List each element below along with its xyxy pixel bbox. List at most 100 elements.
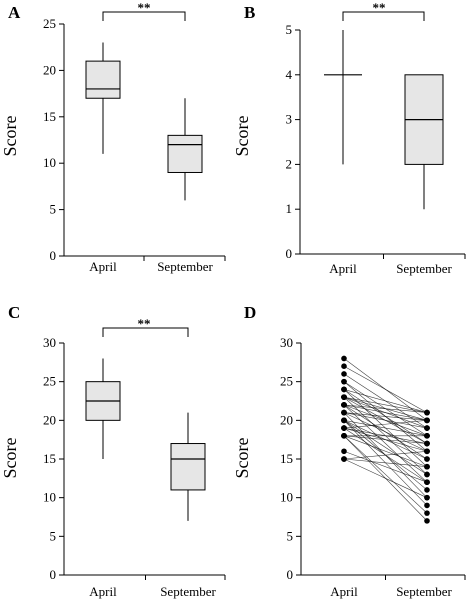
point-september	[424, 479, 430, 486]
point-september	[424, 463, 430, 470]
point-september	[424, 433, 430, 439]
y-tick-label-c: 10	[43, 490, 56, 505]
point-april	[341, 363, 347, 370]
pair-line	[343, 458, 428, 498]
pair-line	[343, 435, 428, 514]
point-april	[341, 456, 347, 462]
y-tick-label-c: 30	[43, 335, 56, 350]
panel-a: A Score April September ** 0 5 10 15 20 25	[0, 0, 226, 274]
point-september	[424, 494, 430, 501]
panel-label-d: D	[244, 303, 256, 322]
category-label-a-september: September	[157, 259, 213, 274]
pair-line	[343, 435, 428, 468]
pair-line	[343, 450, 428, 460]
category-label-d-april: April	[330, 584, 358, 599]
pair-line	[343, 412, 428, 421]
category-label-b-september: September	[396, 261, 452, 276]
y-tick-label-a: 15	[43, 109, 56, 124]
pair-line	[343, 420, 428, 437]
y-tick-label-d: 10	[280, 490, 293, 505]
y-tick-label-c: 0	[50, 567, 57, 582]
point-april	[341, 402, 347, 408]
significance-stars-a: **	[138, 0, 151, 15]
category-label-d-september: September	[396, 584, 452, 599]
point-april	[341, 371, 347, 377]
y-axis-label-c: Score	[0, 437, 20, 478]
point-april	[341, 394, 347, 400]
pair-line	[343, 389, 428, 413]
point-april	[341, 355, 347, 362]
y-tick-label-a: 25	[43, 16, 56, 31]
pair-line	[343, 420, 428, 429]
significance-bracket-c	[102, 327, 189, 337]
y-tick-label-b: 5	[286, 22, 293, 37]
category-label-b-april: April	[329, 261, 357, 276]
y-tick-label-a: 10	[43, 155, 56, 170]
point-september	[424, 440, 430, 447]
pair-line	[343, 404, 428, 421]
y-tick-label-d: 20	[280, 412, 293, 427]
box-c-september-iqr	[170, 443, 206, 491]
panel-label-a: A	[8, 3, 21, 22]
pair-line	[343, 365, 428, 413]
pair-line	[343, 412, 428, 452]
y-axis-label-d: Score	[232, 437, 252, 478]
y-tick-label-c: 5	[50, 528, 57, 543]
pair-line	[343, 404, 428, 413]
significance-stars-b: **	[373, 0, 386, 15]
point-april	[341, 433, 347, 439]
y-axis-label-a: Score	[0, 115, 20, 156]
point-september	[424, 448, 430, 455]
significance-stars-c: **	[138, 316, 151, 331]
point-april	[341, 448, 347, 455]
point-september	[424, 518, 430, 524]
panel-c: C Score April September ** 0 5 10 15 20 25 30	[0, 303, 226, 599]
category-label-a-april: April	[89, 259, 117, 274]
box-a-april-iqr	[85, 60, 121, 99]
pair-line	[343, 458, 428, 468]
point-april	[341, 409, 347, 416]
point-september	[424, 471, 430, 478]
pair-line	[343, 450, 428, 483]
y-tick-label-d: 15	[280, 451, 293, 466]
significance-bracket-b	[342, 11, 425, 21]
point-september	[424, 409, 430, 416]
y-tick-label-d: 30	[280, 335, 293, 350]
point-september	[424, 502, 430, 509]
pair-line	[343, 435, 428, 444]
y-axis-label-b: Score	[232, 115, 252, 156]
y-tick-label-b: 2	[286, 156, 293, 171]
pair-line	[343, 412, 428, 429]
point-september	[424, 487, 430, 493]
y-tick-label-b: 1	[286, 201, 293, 216]
pair-line	[343, 396, 428, 413]
y-tick-label-d: 25	[280, 374, 293, 389]
point-april	[341, 417, 347, 424]
category-label-c-september: September	[160, 584, 216, 599]
point-september	[424, 456, 430, 462]
y-tick-label-a: 20	[43, 62, 56, 77]
panel-label-b: B	[244, 3, 255, 22]
y-tick-label-a: 5	[50, 202, 57, 217]
y-tick-label-c: 25	[43, 374, 56, 389]
y-tick-label-b: 4	[286, 67, 293, 82]
y-tick-label-c: 20	[43, 412, 56, 427]
point-april	[341, 378, 347, 385]
point-september	[424, 417, 430, 424]
box-a-september-iqr	[167, 134, 203, 173]
point-april	[341, 386, 347, 393]
y-tick-label-b: 3	[286, 112, 293, 127]
pair-line	[343, 404, 428, 483]
point-april	[341, 425, 347, 431]
significance-bracket-a	[102, 11, 186, 21]
y-tick-label-d: 0	[287, 567, 294, 582]
y-tick-label-b: 0	[286, 246, 293, 261]
point-september	[424, 510, 430, 516]
category-label-c-april: April	[89, 584, 117, 599]
y-tick-label-a: 0	[50, 248, 57, 263]
panel-d: D Score April September 0 5 10 15 20 25 30	[232, 303, 466, 599]
y-tick-label-d: 5	[287, 528, 294, 543]
panel-label-c: C	[8, 303, 20, 322]
y-tick-label-c: 15	[43, 451, 56, 466]
